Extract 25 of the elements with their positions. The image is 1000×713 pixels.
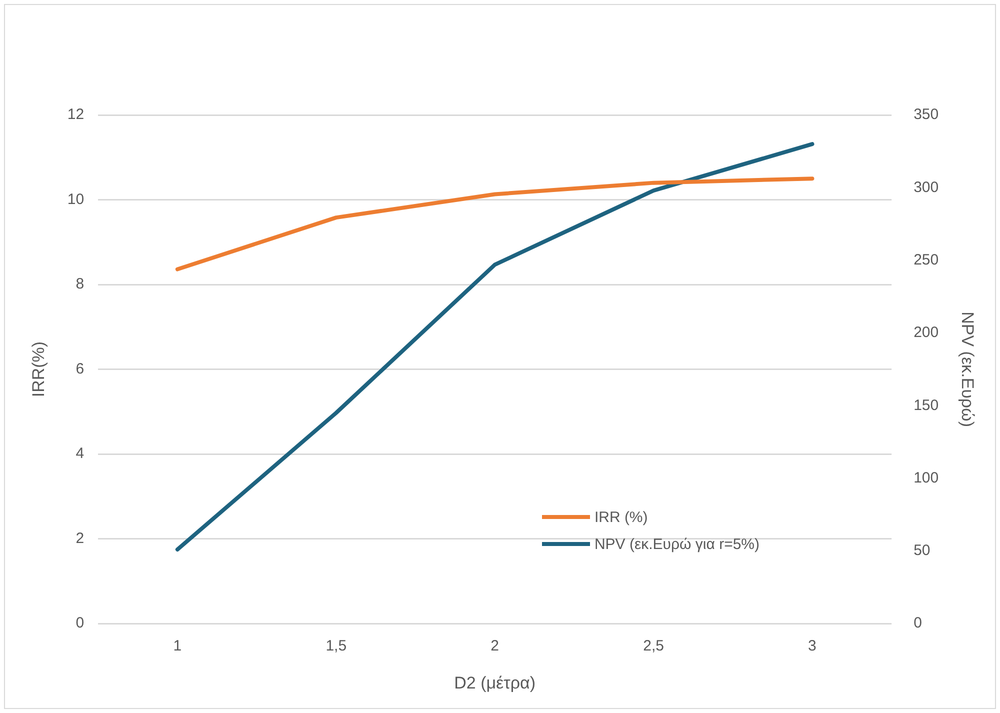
y2-tick-label: 100: [914, 469, 939, 486]
y2-tick-label: 300: [914, 178, 939, 196]
y2-tick-label: 50: [914, 542, 930, 560]
x-tick-label: 2,5: [643, 638, 664, 655]
legend-label: NPV (εκ.Ευρώ για r=5%): [594, 536, 760, 553]
y2-tick-label: 250: [914, 251, 939, 268]
y-tick-label: 6: [76, 360, 84, 378]
y2-tick-label: 200: [914, 324, 939, 342]
x-tick-label: 3: [808, 638, 816, 655]
x-axis-title: D2 (μέτρα): [454, 673, 536, 692]
y2-tick-label: 150: [914, 396, 939, 414]
y-tick-label: 10: [67, 190, 84, 208]
y2-tick-label: 0: [914, 614, 922, 632]
legend-label: IRR (%): [594, 508, 648, 526]
y-tick-label: 2: [76, 530, 84, 547]
x-tick-label: 1,5: [326, 638, 347, 655]
y-tick-label: 12: [67, 106, 84, 124]
y2-axis-title: NPV (εκ.Ευρώ): [958, 312, 978, 427]
x-tick-label: 1: [173, 638, 182, 655]
x-tick-label: 2: [490, 638, 499, 655]
y-axis-title: IRR(%): [28, 341, 48, 398]
y-tick-label: 8: [76, 276, 84, 293]
y2-tick-label: 350: [914, 106, 939, 124]
y-tick-label: 4: [76, 445, 84, 462]
y-tick-label: 0: [76, 614, 84, 632]
